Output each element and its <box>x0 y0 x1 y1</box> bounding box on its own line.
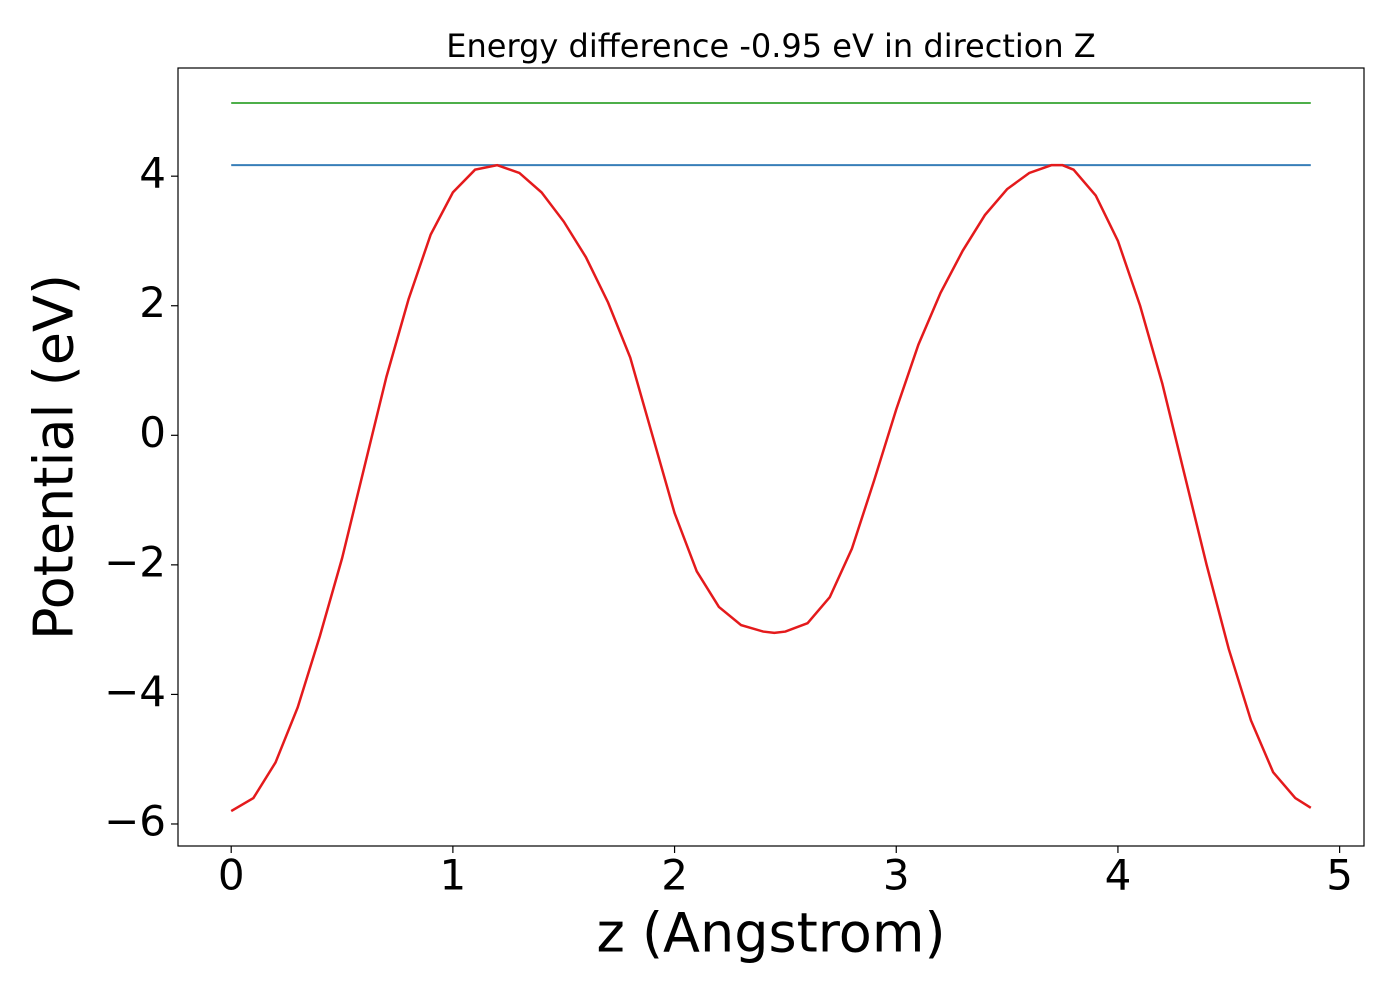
plot-frame <box>177 67 1365 847</box>
y-tick-label: 0 <box>139 408 166 457</box>
x-tick-label: 5 <box>1326 851 1353 900</box>
y-tick-label: −2 <box>104 537 166 586</box>
y-axis-label: Potential (eV) <box>23 274 86 640</box>
y-tick-label: 4 <box>139 149 166 198</box>
x-axis-label: z (Angstrom) <box>596 902 945 965</box>
chart-title: Energy difference -0.95 eV in direction … <box>446 27 1095 65</box>
x-tick-label: 1 <box>440 851 467 900</box>
line-series <box>230 163 1312 813</box>
x-tick-label: 2 <box>661 851 688 900</box>
y-tick-label: −6 <box>104 796 166 845</box>
y-tick-label: 2 <box>139 278 166 327</box>
y-tick-label: −4 <box>104 667 166 716</box>
x-tick-label: 4 <box>1105 851 1132 900</box>
x-tick-label: 3 <box>883 851 910 900</box>
x-tick-label: 0 <box>218 851 245 900</box>
